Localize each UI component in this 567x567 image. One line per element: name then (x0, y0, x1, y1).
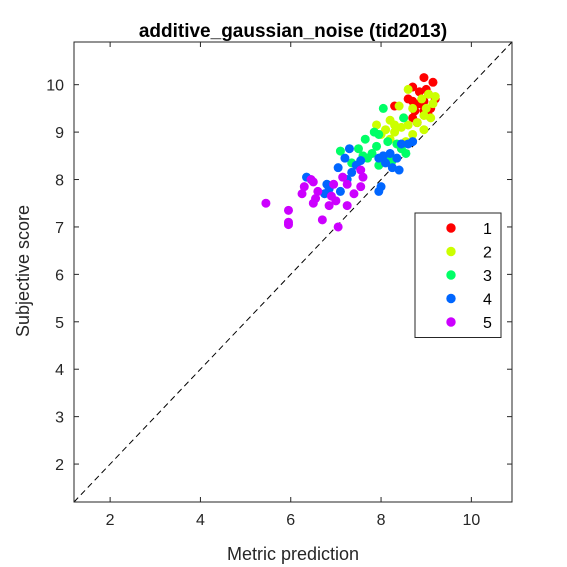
data-point (428, 99, 438, 109)
legend-entry: 1 (483, 221, 492, 238)
data-point (394, 101, 404, 111)
y-tick-label: 4 (55, 362, 64, 379)
data-point (358, 172, 368, 182)
data-point (394, 165, 404, 175)
legend-entry: 4 (483, 292, 492, 309)
data-point (374, 186, 384, 196)
data-point (372, 141, 382, 151)
data-point (390, 127, 400, 137)
legend-marker (446, 223, 456, 233)
data-point (374, 129, 384, 139)
data-point (396, 122, 406, 132)
y-axis-label: Subjective score (13, 205, 33, 337)
y-tick-label: 6 (55, 267, 64, 284)
data-point (419, 73, 429, 83)
data-point (342, 179, 352, 189)
data-point (426, 113, 436, 123)
data-point (403, 84, 413, 94)
y-axis: 2 3 4 5 6 7 8 9 10 (46, 78, 512, 474)
data-point (333, 163, 343, 173)
identity-reference-line (73, 41, 513, 503)
data-point (399, 113, 409, 123)
legend-marker (446, 246, 456, 257)
x-tick-label: 10 (462, 512, 480, 529)
data-point (329, 179, 339, 189)
legend-entry: 2 (483, 245, 492, 262)
legend-marker (446, 317, 456, 327)
data-point (353, 144, 363, 154)
data-point (349, 189, 359, 199)
series-5 (261, 165, 368, 232)
data-point (344, 144, 354, 154)
x-tick-label: 4 (196, 512, 205, 529)
legend-marker (446, 293, 456, 304)
data-point (412, 118, 422, 128)
data-point (419, 125, 429, 135)
legend-entry: 5 (483, 315, 492, 332)
data-point (417, 94, 427, 104)
data-point (297, 189, 307, 199)
data-point (333, 222, 343, 232)
data-point (324, 201, 334, 211)
data-point (347, 167, 357, 177)
data-point (408, 103, 418, 113)
x-tick-label: 2 (106, 512, 115, 529)
data-point (283, 220, 293, 230)
data-point (308, 177, 318, 187)
data-point (342, 201, 352, 211)
y-tick-label: 5 (55, 315, 64, 332)
legend-box (414, 212, 502, 338)
data-point (335, 186, 345, 196)
data-point (401, 148, 411, 158)
y-tick-label: 9 (55, 125, 64, 142)
data-point (378, 103, 388, 113)
data-point (283, 205, 293, 215)
legend-entry: 3 (483, 268, 492, 285)
data-point (335, 146, 345, 156)
data-point (338, 172, 348, 182)
series-4 (302, 137, 418, 199)
data-point (374, 153, 384, 163)
legend-marker (446, 270, 456, 280)
legend: 1 2 3 4 5 (414, 212, 502, 338)
y-tick-label: 3 (55, 410, 64, 427)
data-point (428, 77, 438, 87)
data-point (261, 198, 271, 208)
plot-frame (73, 41, 513, 503)
data-point (340, 153, 350, 163)
y-tick-label: 7 (55, 220, 64, 237)
data-point (317, 215, 327, 225)
data-point (308, 198, 318, 208)
data-point (356, 182, 366, 192)
x-axis-label: Metric prediction (227, 544, 359, 564)
series-3 (335, 103, 411, 170)
chart-title: additive_gaussian_noise (tid2013) (139, 21, 447, 42)
x-tick-label: 6 (286, 512, 295, 529)
data-point (392, 153, 402, 163)
x-axis: 2 4 6 8 10 (106, 42, 480, 529)
data-point (360, 134, 370, 144)
data-point (383, 137, 393, 147)
y-tick-label: 8 (55, 173, 64, 190)
data-point (396, 139, 406, 149)
y-tick-label: 2 (55, 457, 64, 474)
data-point (331, 196, 341, 206)
data-point (381, 158, 391, 168)
y-tick-label: 10 (46, 78, 64, 95)
x-tick-label: 8 (377, 512, 386, 529)
